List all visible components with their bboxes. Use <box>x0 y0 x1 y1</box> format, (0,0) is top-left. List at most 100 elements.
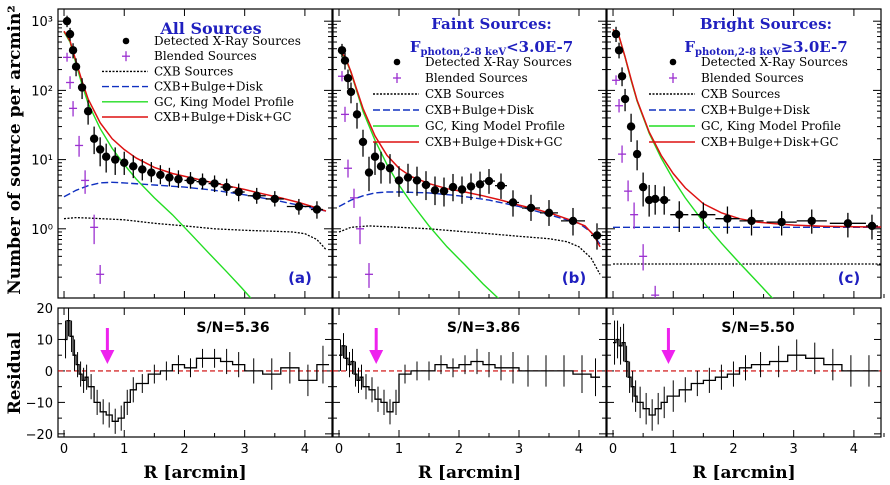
detected-source-point <box>343 69 353 89</box>
detected-source-point <box>265 191 284 207</box>
detected-marker <box>466 182 476 191</box>
blended-source-point <box>365 263 373 288</box>
legend-label: CXB+Bulge+Disk+GC <box>154 110 292 124</box>
detected-source-point <box>483 169 495 194</box>
x-tick-label: 3 <box>241 442 249 457</box>
legend-label: Detected X-Ray Sources <box>425 55 572 69</box>
detected-source-point <box>110 147 120 175</box>
legend-item: GC, King Model Profile <box>649 119 841 133</box>
legend-item: CXB Sources <box>102 64 233 78</box>
detected-source-point <box>62 15 72 28</box>
detected-marker <box>544 208 554 218</box>
plot-frame-top <box>332 8 607 299</box>
x-tick-label: 1 <box>120 442 128 457</box>
detected-marker <box>65 29 75 39</box>
detected-marker <box>457 185 467 194</box>
detected-marker <box>138 165 147 174</box>
cxb-sources-curve <box>338 225 601 275</box>
residual-plot-area <box>607 320 881 431</box>
detected-marker <box>650 194 660 204</box>
detected-marker <box>421 180 431 190</box>
panel-title: Faint Sources: <box>431 15 552 33</box>
blended-source-point <box>618 145 627 163</box>
panel-subtitle: Fphoton,2-8 keV≥3.0E-7 <box>684 38 847 58</box>
detected-marker <box>352 110 362 119</box>
detected-marker <box>614 46 624 55</box>
detected-marker <box>129 162 138 171</box>
detected-source-point <box>147 162 156 183</box>
legend-item: Blended Sources <box>122 49 257 63</box>
blended-source-point <box>651 285 660 298</box>
detected-source-point <box>370 141 380 175</box>
detected-marker <box>867 221 877 231</box>
detected-source-point <box>77 78 87 100</box>
detected-marker <box>430 186 440 195</box>
top-plot-area <box>611 26 881 298</box>
legend-detected-marker <box>669 58 677 66</box>
detected-source-point <box>352 102 362 129</box>
detected-source-point <box>364 156 374 192</box>
panel-tag: (a) <box>288 269 312 287</box>
detected-marker <box>777 217 786 227</box>
detected-marker <box>358 137 368 147</box>
detected-source-point <box>403 163 413 193</box>
blended-source-point <box>630 202 639 229</box>
detected-source-point <box>495 173 507 199</box>
x-tick-label: 2 <box>729 442 737 457</box>
gc-king-model-curve <box>63 31 252 298</box>
y-tick-label: 20 <box>36 302 53 317</box>
detected-marker <box>484 176 494 186</box>
detected-marker <box>222 182 231 192</box>
panel-subtitle: Fphoton,2-8 keV<3.0E-7 <box>410 38 573 58</box>
detected-source-point <box>412 166 422 196</box>
residual-panel-c: 0 1 2 3 4 S/N=5.50 R [arcmin] <box>606 307 885 483</box>
detected-marker <box>385 164 395 173</box>
legend-label: CXB+Bulge+Disk <box>425 103 534 117</box>
legend-item: Detected X-Ray Sources <box>122 34 301 48</box>
arrow-head-icon <box>661 350 676 364</box>
blended-source-point <box>341 106 349 122</box>
detected-marker <box>198 177 207 186</box>
detected-source-point <box>766 211 797 236</box>
detected-source-point <box>83 100 93 125</box>
detected-source-point <box>457 176 467 204</box>
detected-source-point <box>65 27 75 41</box>
legend-label: Blended Sources <box>154 49 257 63</box>
blended-source-point <box>624 180 633 202</box>
detected-marker <box>660 195 669 205</box>
residual-plot-area <box>333 333 606 425</box>
detected-marker <box>723 214 732 223</box>
detected-source-point <box>337 43 347 58</box>
detected-source-point <box>466 173 476 201</box>
legend-label: CXB+Bulge+Disk <box>154 80 263 94</box>
detected-marker <box>611 29 621 39</box>
detected-source-point <box>208 175 221 193</box>
panel-b: Faint Sources: Fphoton,2-8 keV<3.0E-7Dete… <box>332 8 610 483</box>
x-tick-label: 4 <box>850 442 858 457</box>
x-axis-label: R [arcmin] <box>692 463 795 483</box>
x-tick-label: 4 <box>575 442 583 457</box>
legend-item: Detected X-Ray Sources <box>669 55 848 69</box>
blended-source-point <box>639 244 648 271</box>
detected-source-point <box>658 186 671 215</box>
detected-source-point <box>507 190 519 217</box>
detected-marker <box>626 122 636 131</box>
legend-label: Blended Sources <box>425 71 528 85</box>
arrow-head-icon <box>100 350 115 364</box>
y-tick-label: 0 <box>45 365 53 380</box>
detected-marker <box>165 173 174 182</box>
residual-panel-a: −20 −10 0 10 20 0 1 2 3 4 S/N=5.36 R [arcmin] <box>26 302 336 483</box>
legend-label: Detected X-Ray Sources <box>154 34 301 48</box>
detected-source-point <box>68 43 78 59</box>
legend-label: CXB+Bulge+Disk+GC <box>425 135 563 149</box>
detected-source-point <box>286 198 311 215</box>
detected-marker <box>843 219 853 228</box>
panel-c: Bright Sources: Fphoton,2-8 keV≥3.0E-7Det… <box>606 8 885 483</box>
legend-item: CXB+Bulge+Disk <box>373 103 534 117</box>
detected-source-point <box>739 209 764 236</box>
detected-marker <box>120 158 129 167</box>
detected-marker <box>186 176 195 185</box>
